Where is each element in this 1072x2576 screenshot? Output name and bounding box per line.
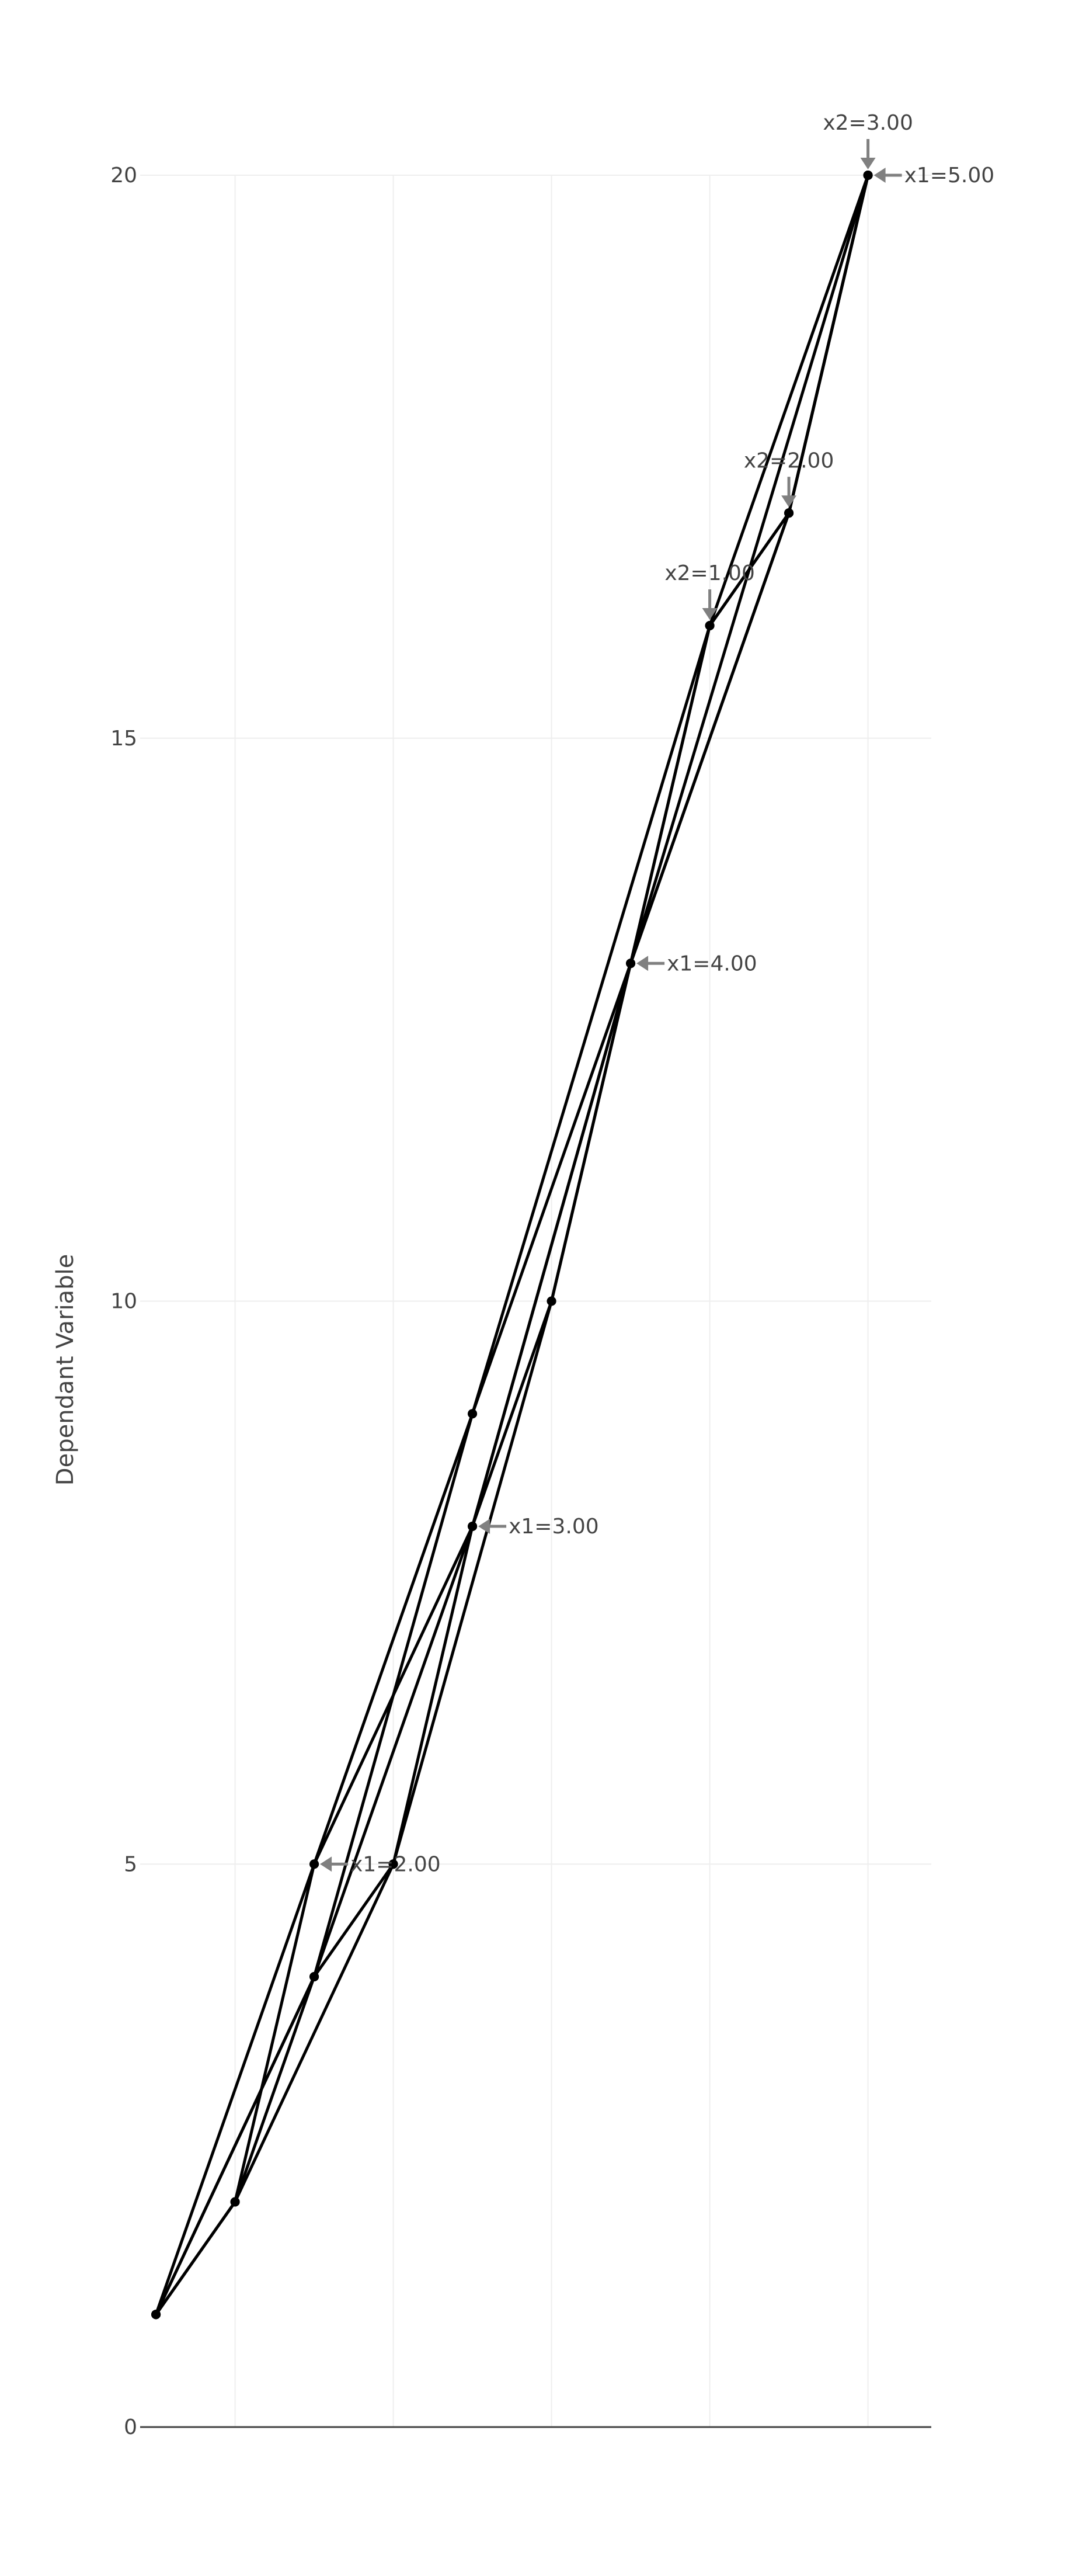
annotation-arrowhead xyxy=(320,1856,332,1872)
data-point xyxy=(230,2197,240,2207)
data-point xyxy=(547,1296,556,1306)
annotation-label: x1=2.00 xyxy=(350,1852,441,1876)
annotation-arrowhead xyxy=(478,1519,490,1534)
axes: 0 5 10 15 20 xyxy=(110,164,931,2439)
data-point xyxy=(705,621,715,630)
annotation-label: x1=3.00 xyxy=(509,1515,599,1539)
data-point xyxy=(151,2310,161,2320)
series-points xyxy=(151,171,873,2320)
y-tick-label: 15 xyxy=(110,727,137,751)
data-point xyxy=(388,1859,398,1869)
annotation: x1=4.00 xyxy=(636,952,757,975)
series-line xyxy=(155,175,870,2315)
annotation: x2=3.00 xyxy=(823,111,913,169)
data-point xyxy=(309,1859,319,1869)
data-point xyxy=(309,1972,319,1981)
series-line xyxy=(155,175,870,2315)
series-line xyxy=(154,175,869,2315)
annotations: x1=2.00 x1=3.00 x1=4.00 x1=5.00 x2=1.00 x2=2.… xyxy=(320,111,994,1876)
data-point xyxy=(468,1409,478,1419)
annotation-label: x1=5.00 xyxy=(904,164,995,188)
annotation: x2=2.00 xyxy=(744,449,834,508)
annotation: x1=3.00 xyxy=(478,1515,599,1539)
y-tick-label: 5 xyxy=(124,1852,137,1876)
y-tick-label: 0 xyxy=(124,2415,137,2439)
annotation: x2=1.00 xyxy=(664,561,755,620)
series-lines xyxy=(154,175,870,2315)
annotation-label: x1=4.00 xyxy=(667,952,757,975)
annotation-arrowhead xyxy=(873,168,886,183)
annotation-arrowhead xyxy=(636,956,649,971)
annotation: x1=2.00 xyxy=(320,1852,441,1876)
annotation-arrowhead xyxy=(860,158,876,169)
y-tick-label: 20 xyxy=(110,164,137,188)
data-point xyxy=(863,171,873,180)
data-point xyxy=(626,959,636,968)
series-line xyxy=(154,175,870,2315)
annotation-arrowhead xyxy=(702,608,718,620)
y-axis-title: Dependant Variable xyxy=(52,1254,79,1485)
series-line xyxy=(154,175,870,2315)
annotation-label: x2=2.00 xyxy=(744,449,834,473)
data-point xyxy=(468,1522,478,1531)
data-point xyxy=(784,508,794,518)
annotation: x1=5.00 xyxy=(873,164,995,188)
annotation-label: x2=3.00 xyxy=(823,111,913,135)
y-tick-label: 10 xyxy=(110,1290,137,1314)
annotation-label: x2=1.00 xyxy=(664,561,755,585)
annotation-arrowhead xyxy=(781,495,797,508)
